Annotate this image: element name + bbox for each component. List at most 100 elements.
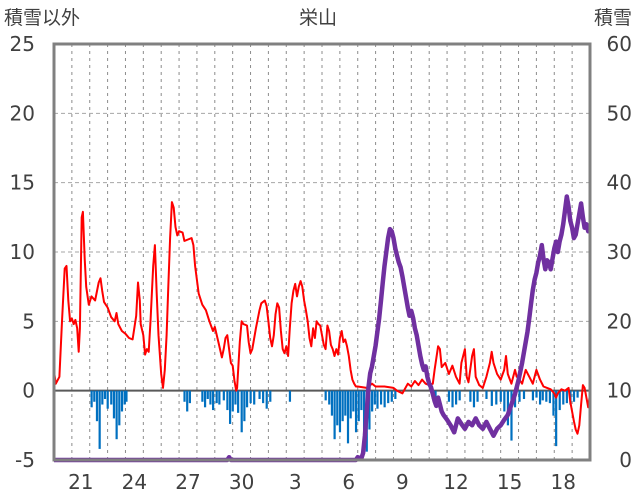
x-tick-label: 9 (396, 470, 409, 494)
bar (234, 390, 237, 405)
left-tick-label: 25 (10, 32, 35, 56)
x-axis-tick-labels: 21 24 27 30 3 6 9 12 15 18 (68, 470, 576, 494)
bar (95, 390, 99, 422)
bar (495, 390, 498, 405)
bar (228, 390, 232, 424)
bar (324, 390, 327, 401)
bar (451, 390, 454, 408)
bar (360, 390, 363, 411)
bar (349, 390, 352, 419)
left-axis-title: 積雪以外 (4, 7, 80, 29)
bar (522, 390, 526, 399)
bar (572, 390, 576, 402)
bar (548, 390, 551, 404)
bar (110, 390, 113, 405)
bar (249, 390, 252, 404)
bar (215, 390, 218, 404)
right-tick-label: 20 (607, 309, 632, 333)
bar (552, 390, 555, 416)
right-tick-label: 60 (607, 32, 632, 56)
bar (201, 390, 204, 402)
bar (531, 390, 535, 401)
x-tick-label: 27 (175, 470, 200, 494)
bar (455, 390, 458, 405)
bar (237, 390, 240, 413)
bar (576, 390, 579, 398)
bar (106, 390, 109, 409)
bar (206, 390, 209, 399)
bar (240, 390, 243, 433)
plot-border (52, 42, 592, 462)
left-axis-tick-labels: 25 20 15 10 5 0 -5 (10, 32, 35, 472)
right-tick-label: 10 (607, 379, 632, 403)
bar (245, 390, 249, 408)
left-tick-label: 5 (22, 309, 35, 333)
left-tick-label: 0 (22, 379, 35, 403)
x-tick-label: 3 (289, 470, 302, 494)
bar (98, 390, 101, 449)
x-tick-label: 21 (68, 470, 93, 494)
bar (262, 390, 265, 404)
bar (352, 390, 355, 412)
x-tick-label: 18 (550, 470, 575, 494)
bar (555, 390, 558, 447)
bar (186, 390, 189, 412)
bar (243, 390, 246, 422)
chart-title: 栄山 (299, 7, 337, 29)
temperature-line (53, 201, 591, 435)
bar (346, 390, 350, 444)
bar (490, 390, 493, 406)
left-tick-label: 15 (10, 171, 35, 195)
bar (535, 390, 538, 398)
bar (344, 390, 347, 416)
bar (125, 390, 128, 402)
bar (288, 390, 292, 402)
x-tick-label: 24 (122, 470, 147, 494)
line-series (53, 194, 591, 463)
bar (336, 390, 339, 426)
bar (373, 390, 376, 405)
bar (362, 390, 366, 441)
bar (183, 390, 186, 402)
bar (379, 390, 383, 405)
right-tick-label: 0 (619, 448, 632, 472)
right-axis-tick-labels: 60 50 40 30 20 10 0 (607, 32, 632, 472)
bar (253, 390, 256, 405)
left-tick-label: -5 (15, 448, 35, 472)
bar (499, 390, 502, 402)
bar (123, 390, 126, 405)
bar (503, 390, 506, 412)
bar (485, 390, 488, 399)
bar (558, 390, 561, 411)
bar (341, 390, 344, 422)
bar (328, 390, 331, 405)
x-tick-label: 15 (497, 470, 522, 494)
bar (188, 390, 191, 404)
bar (538, 390, 542, 405)
bar (545, 390, 548, 402)
bar (338, 390, 342, 433)
bar (390, 390, 393, 402)
right-tick-label: 30 (607, 240, 632, 264)
bar (518, 390, 521, 402)
bar (383, 390, 386, 408)
bar (118, 390, 121, 426)
bar (231, 390, 234, 412)
bar (458, 390, 461, 401)
bar (330, 390, 334, 416)
bar (203, 390, 207, 408)
bar (472, 390, 476, 408)
bar (371, 390, 374, 412)
bar (209, 390, 212, 405)
gridlines (54, 44, 590, 460)
bar (258, 390, 261, 399)
bar (333, 390, 336, 440)
plot-frame (52, 42, 592, 462)
bar (103, 390, 107, 399)
right-tick-label: 50 (607, 101, 632, 125)
bar (476, 390, 479, 402)
x-tick-label: 12 (443, 470, 468, 494)
bar (357, 390, 360, 422)
left-tick-label: 10 (10, 240, 35, 264)
